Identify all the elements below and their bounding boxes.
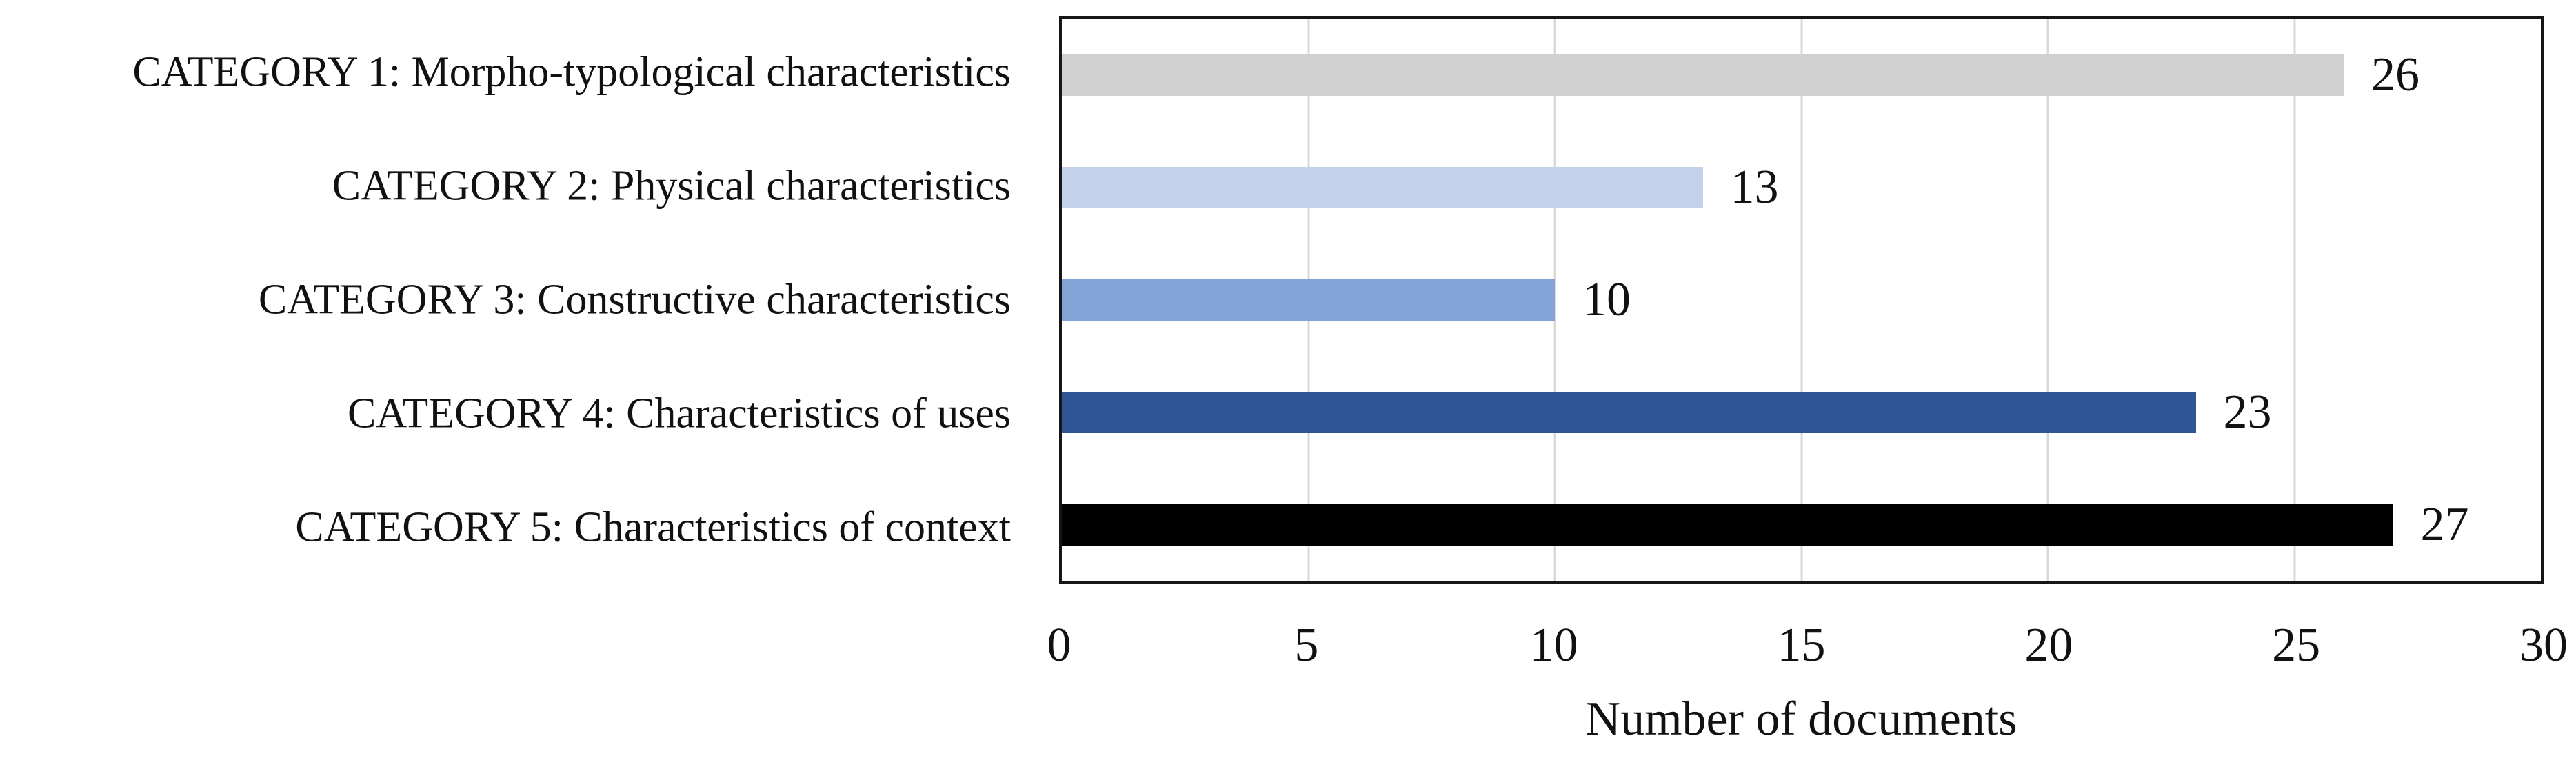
x-tick-label-5: 5 — [1294, 619, 1319, 672]
value-label-category-4: 23 — [2223, 386, 2272, 439]
x-tick-label-20: 20 — [2024, 619, 2073, 672]
bar-category-1 — [1062, 54, 2344, 96]
bar-category-3 — [1062, 279, 1555, 321]
x-axis-ticks: 0 5 10 15 20 25 30 — [1047, 618, 2568, 684]
plot-area: 26 13 10 23 27 — [1059, 16, 2544, 584]
value-label-category-3: 10 — [1582, 273, 1631, 326]
x-tick-label-0: 0 — [1047, 619, 1071, 672]
x-axis-title: Number of documents — [1585, 693, 2017, 746]
value-label-category-2: 13 — [1730, 160, 1779, 214]
x-tick-label-10: 10 — [1529, 619, 1578, 672]
gridline-x-20 — [2046, 19, 2049, 581]
category-label-2: CATEGORY 2: Physical characteristics — [332, 162, 1011, 210]
value-label-category-1: 26 — [2371, 48, 2419, 101]
category-label-3: CATEGORY 3: Constructive characteristics — [258, 276, 1011, 323]
bar-category-5 — [1062, 504, 2393, 546]
category-label-5: CATEGORY 5: Characteristics of context — [295, 503, 1011, 550]
value-label-category-5: 27 — [2420, 498, 2469, 552]
x-tick-label-15: 15 — [1777, 619, 1826, 672]
category-label-1: CATEGORY 1: Morpho-typological character… — [132, 48, 1011, 96]
category-label-4: CATEGORY 4: Characteristics of uses — [348, 390, 1011, 437]
bar-category-4 — [1062, 392, 2196, 434]
x-tick-label-25: 25 — [2272, 619, 2321, 672]
gridline-x-10 — [1553, 19, 1556, 581]
gridline-x-15 — [1800, 19, 1802, 581]
category-axis-labels: CATEGORY 1: Morpho-typological character… — [0, 16, 1011, 584]
gridline-x-25 — [2293, 19, 2295, 581]
bar-category-2 — [1062, 166, 1703, 208]
x-tick-label-30: 30 — [2519, 619, 2568, 672]
